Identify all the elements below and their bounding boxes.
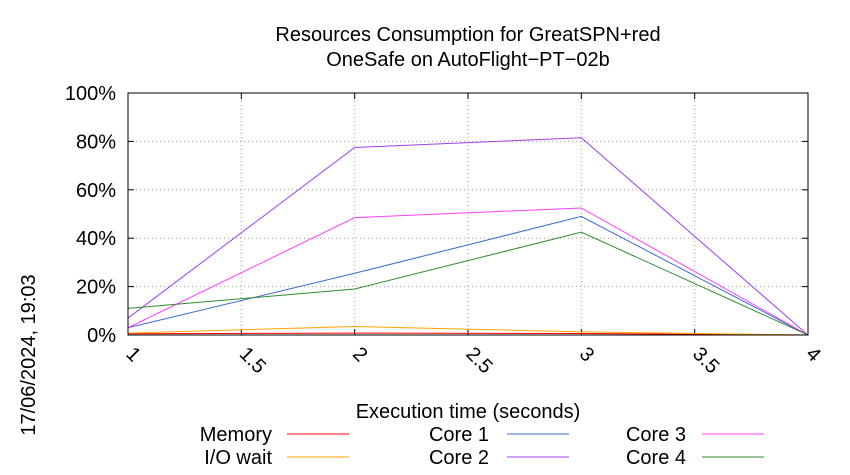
y-tick-label: 80% [76,131,116,153]
legend-label: I/O wait [204,447,272,469]
series-line-i-o-wait [127,326,809,336]
y-tick-label: 0% [87,325,116,347]
x-tick-label: 4 [801,343,824,366]
x-tick-label: 3 [575,343,598,366]
series-line-core-1 [127,215,809,336]
legend-label: Core 1 [429,424,489,446]
grid [128,93,808,335]
series-line-core-4 [127,231,809,336]
chart-title: Resources Consumption for GreatSPN+red [275,24,660,46]
x-axis-label: Execution time (seconds) [356,401,581,423]
y-tick-label: 40% [76,228,116,250]
legend-label: Memory [200,424,272,446]
x-tick-label: 2.5 [461,343,496,378]
series-line-core-2 [127,137,809,336]
y-axis-ticks: 0% 20% 40% 60% 80% 100% [65,83,808,347]
legend-label: Core 4 [626,447,686,469]
x-tick-label: 1 [121,343,144,366]
chart-subtitle: OneSafe on AutoFlight−PT−02b [326,49,610,71]
series-line-memory [127,332,809,336]
x-tick-label: 2 [348,343,371,366]
plot-frame [127,92,809,336]
x-tick-label: 3.5 [688,343,723,378]
x-tick-label: 1.5 [235,343,270,378]
y-tick-label: 20% [76,277,116,299]
series-lines [127,137,809,336]
timestamp-label: 17/06/2024, 19:03 [18,274,40,435]
legend-label: Core 3 [626,424,686,446]
y-tick-label: 100% [65,83,116,105]
series-line-core-3 [127,207,809,336]
y-tick-label: 60% [76,180,116,202]
legend-label: Core 2 [429,447,489,469]
